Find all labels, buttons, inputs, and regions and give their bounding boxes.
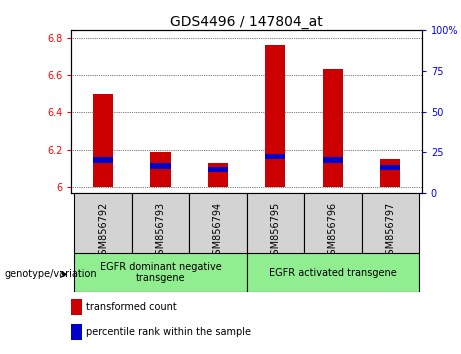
Text: genotype/variation: genotype/variation <box>5 269 97 279</box>
Bar <box>247 253 419 292</box>
Text: GSM856795: GSM856795 <box>270 202 280 261</box>
Bar <box>150 152 171 187</box>
Bar <box>93 158 113 163</box>
Bar <box>304 193 361 253</box>
Text: EGFR activated transgene: EGFR activated transgene <box>269 268 396 278</box>
Text: GSM856794: GSM856794 <box>213 202 223 261</box>
Bar <box>150 163 171 169</box>
Text: EGFR dominant negative
transgene: EGFR dominant negative transgene <box>100 262 221 284</box>
Bar <box>323 69 343 187</box>
Bar <box>74 253 247 292</box>
Bar <box>74 193 132 253</box>
Text: GSM856796: GSM856796 <box>328 202 338 261</box>
Bar <box>208 167 228 172</box>
Text: transformed count: transformed count <box>86 302 177 312</box>
Bar <box>265 154 285 159</box>
Bar <box>380 159 400 187</box>
Bar <box>93 94 113 187</box>
Text: percentile rank within the sample: percentile rank within the sample <box>86 327 251 337</box>
Text: GSM856797: GSM856797 <box>385 202 395 261</box>
Bar <box>247 193 304 253</box>
Bar <box>189 193 247 253</box>
Text: GSM856792: GSM856792 <box>98 202 108 261</box>
Title: GDS4496 / 147804_at: GDS4496 / 147804_at <box>170 15 323 29</box>
Bar <box>380 165 400 171</box>
Bar <box>323 158 343 163</box>
Text: GSM856793: GSM856793 <box>155 202 165 261</box>
Bar <box>265 45 285 187</box>
Bar <box>361 193 419 253</box>
Bar <box>132 193 189 253</box>
Bar <box>208 163 228 187</box>
